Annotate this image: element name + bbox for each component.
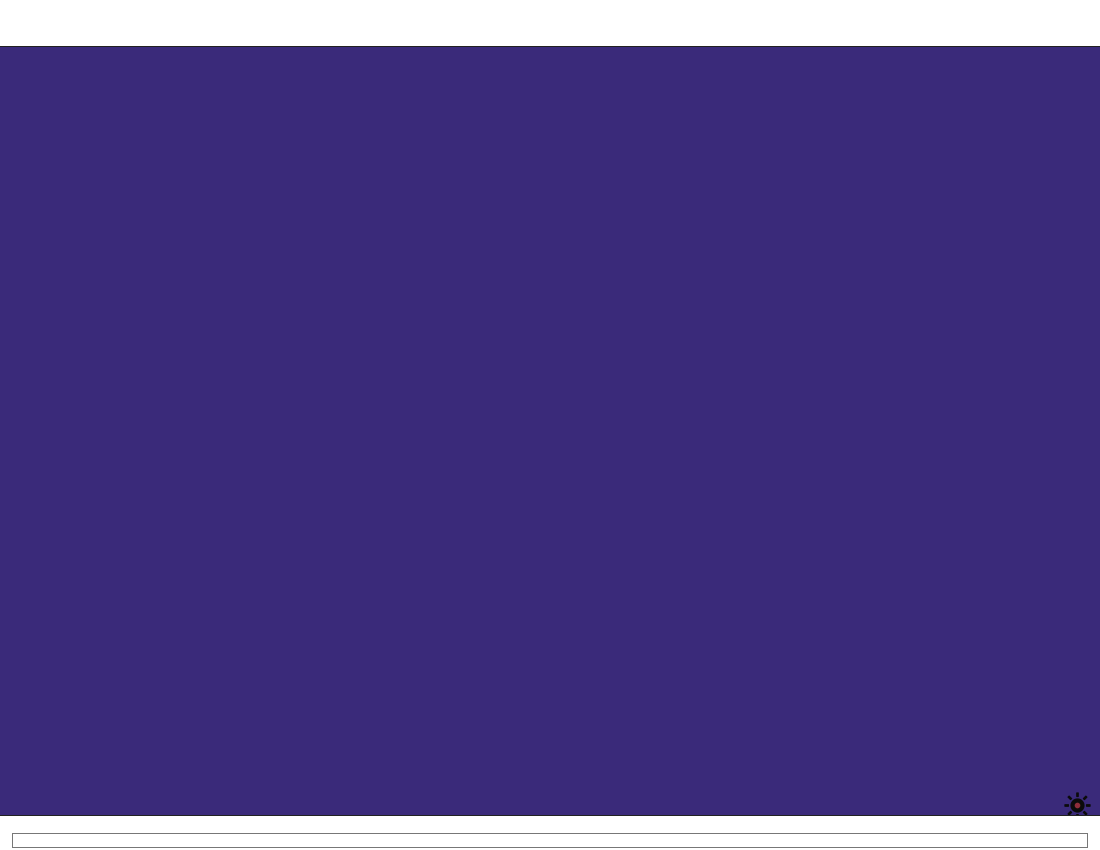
map-header <box>0 0 1100 46</box>
colorbar-gradient <box>12 833 1088 848</box>
brand-watermark <box>1063 786 1092 815</box>
colorbar <box>0 817 1100 850</box>
temperature-raster <box>0 47 1100 815</box>
map-viewport[interactable] <box>0 46 1100 816</box>
colorbar-tick-labels <box>0 817 1100 833</box>
point-value-labels <box>0 47 1100 815</box>
sun-gear-icon <box>1064 786 1091 815</box>
